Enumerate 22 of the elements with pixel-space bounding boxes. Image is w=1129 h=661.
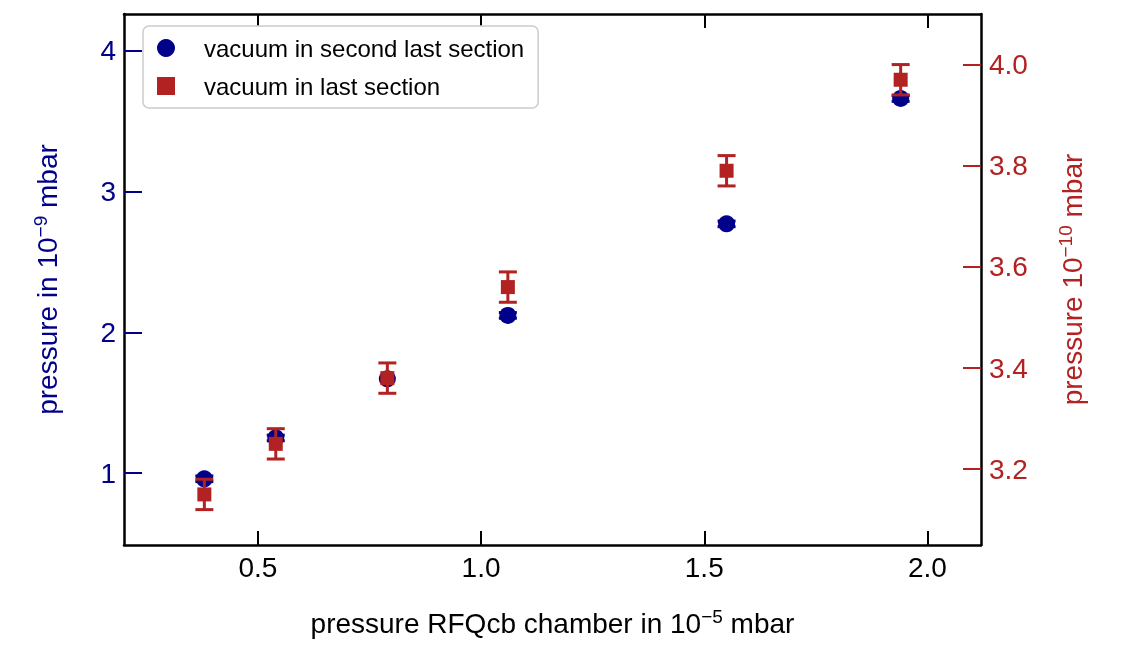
point: [719, 163, 734, 178]
point: [268, 436, 283, 451]
legend-label: vacuum in second last section: [204, 34, 525, 62]
y2-tick-label: 4.0: [989, 49, 1028, 81]
x-tick-label: 1.0: [461, 551, 501, 583]
y-tick-label: 1: [100, 457, 116, 489]
x-tick-label: 0.5: [238, 551, 278, 583]
y2-axis-title: pressure 10−10 mbar: [1055, 153, 1088, 406]
x-tick-label: 2.0: [907, 551, 947, 583]
point: [893, 72, 908, 87]
y-tick-label: 4: [100, 35, 116, 67]
point: [500, 280, 515, 295]
y-axis-title: pressure in 10−9 mbar: [30, 144, 63, 415]
y2-tick-label: 3.4: [989, 352, 1028, 384]
x-tick-label: 1.5: [684, 551, 724, 583]
legend-label: vacuum in last section: [204, 72, 441, 100]
y2-tick-label: 3.2: [989, 453, 1028, 485]
y2-tick-label: 3.6: [989, 251, 1028, 283]
y-tick-label: 3: [100, 175, 116, 207]
y-tick-label: 2: [100, 316, 116, 348]
y2-tick-label: 3.8: [989, 150, 1028, 182]
point: [197, 487, 212, 502]
